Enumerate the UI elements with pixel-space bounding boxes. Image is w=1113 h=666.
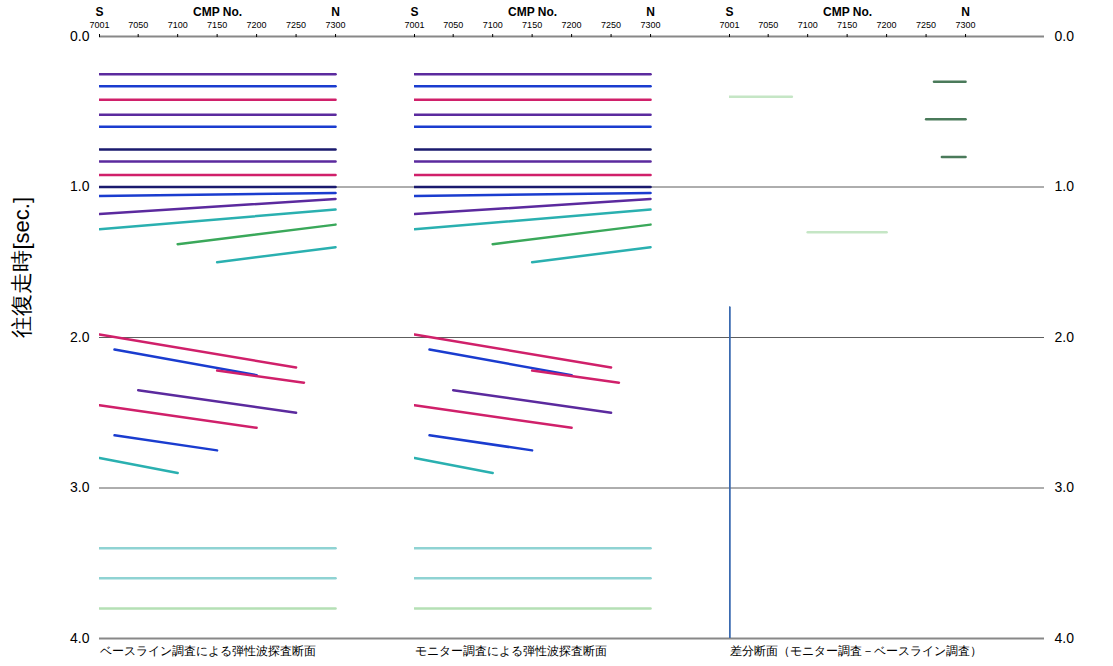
svg-text:CMP No.: CMP No. bbox=[193, 5, 242, 19]
svg-text:7050: 7050 bbox=[128, 20, 148, 30]
svg-text:S: S bbox=[725, 5, 733, 19]
svg-text:7001: 7001 bbox=[719, 20, 739, 30]
svg-text:7300: 7300 bbox=[641, 20, 661, 30]
svg-text:0.0: 0.0 bbox=[70, 28, 90, 44]
svg-text:4.0: 4.0 bbox=[1055, 630, 1075, 646]
svg-text:7150: 7150 bbox=[522, 20, 542, 30]
svg-text:7250: 7250 bbox=[916, 20, 936, 30]
svg-text:7150: 7150 bbox=[207, 20, 227, 30]
svg-text:3.0: 3.0 bbox=[70, 479, 90, 495]
svg-text:S: S bbox=[410, 5, 418, 19]
svg-text:7001: 7001 bbox=[89, 20, 109, 30]
svg-text:7200: 7200 bbox=[877, 20, 897, 30]
svg-text:7300: 7300 bbox=[326, 20, 346, 30]
svg-text:7200: 7200 bbox=[247, 20, 267, 30]
svg-text:7250: 7250 bbox=[286, 20, 306, 30]
svg-text:往復走時[sec.]: 往復走時[sec.] bbox=[9, 197, 34, 338]
svg-text:N: N bbox=[646, 5, 655, 19]
svg-text:N: N bbox=[961, 5, 970, 19]
svg-text:7250: 7250 bbox=[601, 20, 621, 30]
svg-text:2.0: 2.0 bbox=[70, 329, 90, 345]
svg-text:7300: 7300 bbox=[956, 20, 976, 30]
svg-text:ベースライン調査による弾性波探査断面: ベースライン調査による弾性波探査断面 bbox=[100, 644, 316, 658]
svg-text:3.0: 3.0 bbox=[1055, 479, 1075, 495]
svg-text:4.0: 4.0 bbox=[70, 630, 90, 646]
svg-text:差分断面（モニター調査－ベースライン調査）: 差分断面（モニター調査－ベースライン調査） bbox=[730, 644, 982, 658]
svg-text:モニター調査による弾性波探査断面: モニター調査による弾性波探査断面 bbox=[415, 644, 607, 658]
svg-text:7100: 7100 bbox=[168, 20, 188, 30]
svg-text:N: N bbox=[331, 5, 340, 19]
svg-text:1.0: 1.0 bbox=[1055, 178, 1075, 194]
svg-text:1.0: 1.0 bbox=[70, 178, 90, 194]
svg-text:S: S bbox=[95, 5, 103, 19]
svg-text:2.0: 2.0 bbox=[1055, 329, 1075, 345]
svg-text:7150: 7150 bbox=[837, 20, 857, 30]
svg-text:CMP No.: CMP No. bbox=[823, 5, 872, 19]
svg-text:CMP No.: CMP No. bbox=[508, 5, 557, 19]
svg-text:7050: 7050 bbox=[758, 20, 778, 30]
svg-text:0.0: 0.0 bbox=[1055, 28, 1075, 44]
svg-text:7100: 7100 bbox=[483, 20, 503, 30]
svg-text:7200: 7200 bbox=[562, 20, 582, 30]
svg-text:7100: 7100 bbox=[798, 20, 818, 30]
svg-text:7050: 7050 bbox=[443, 20, 463, 30]
svg-text:7001: 7001 bbox=[404, 20, 424, 30]
